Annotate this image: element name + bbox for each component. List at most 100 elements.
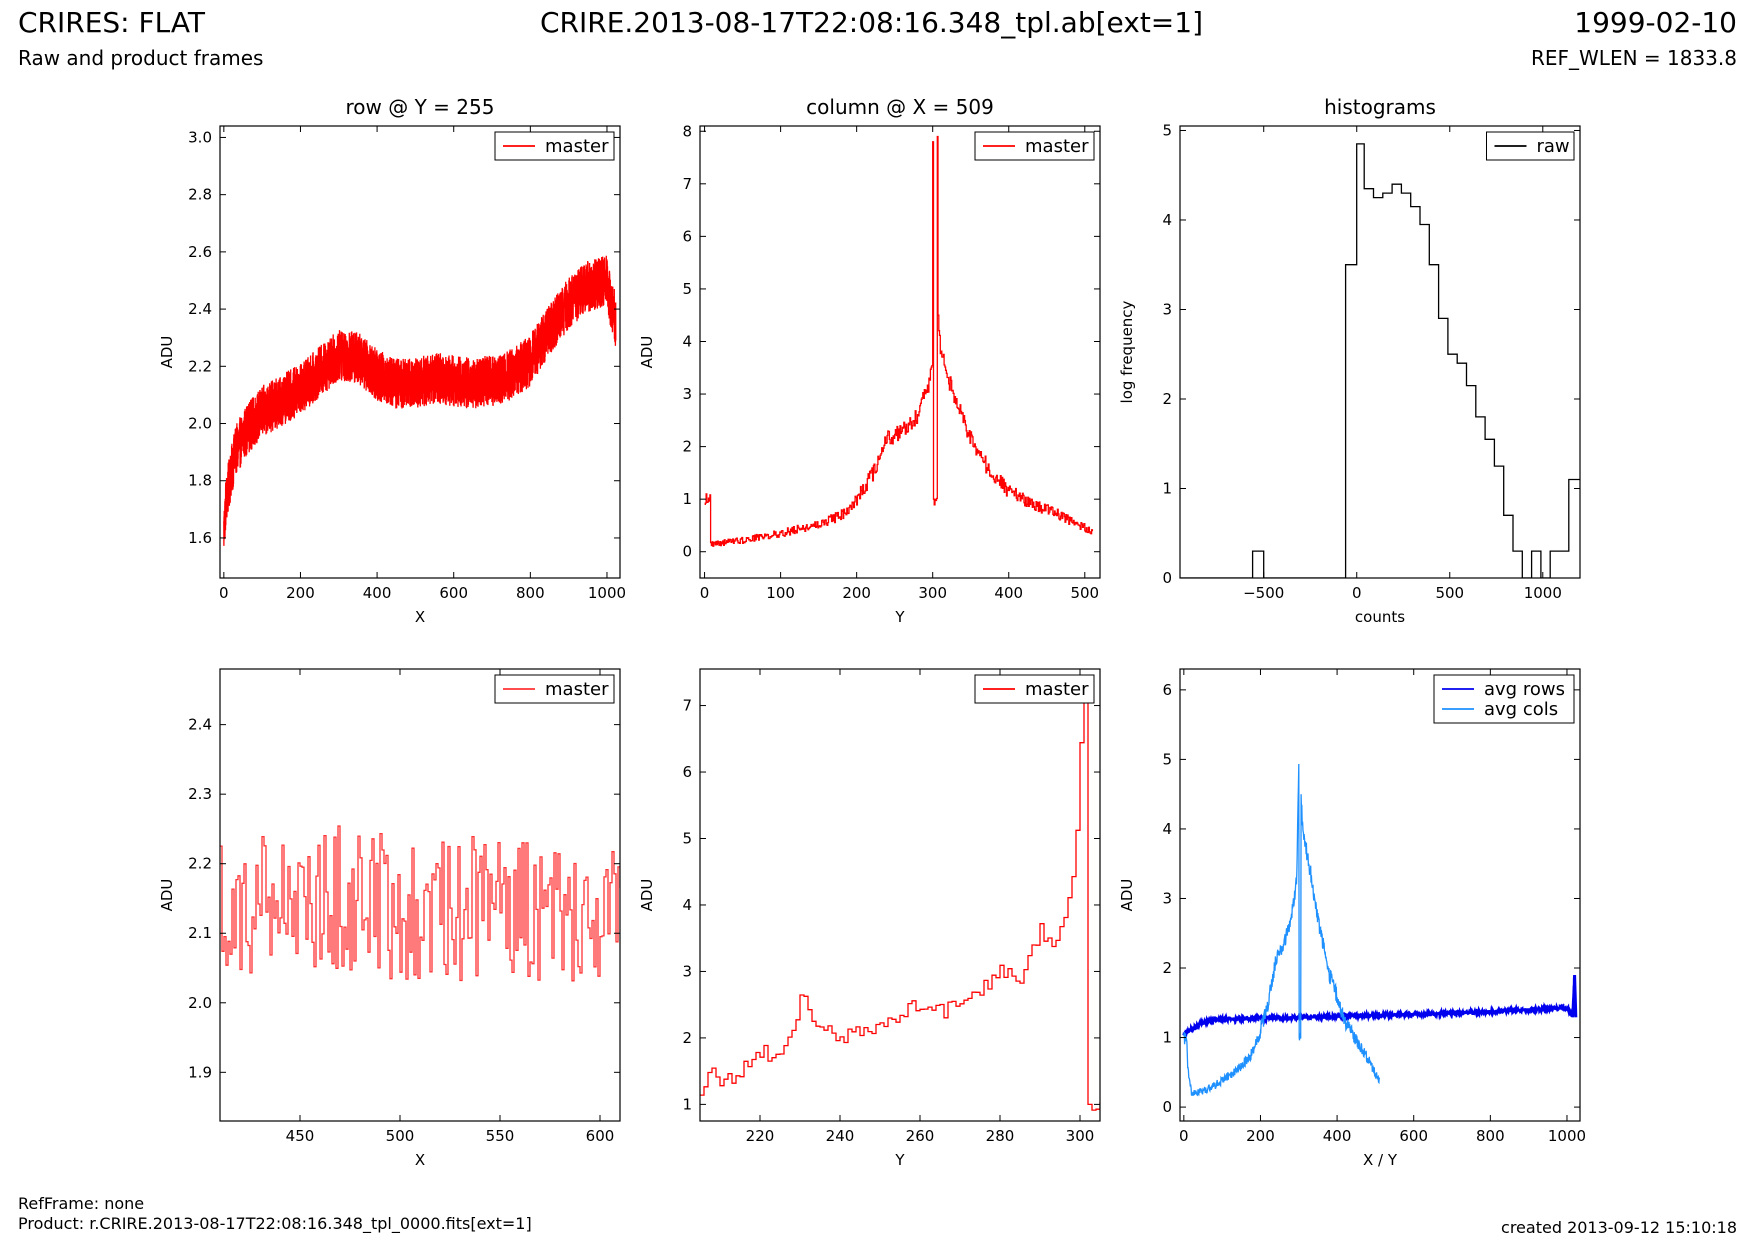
plot-frame [699,125,1101,579]
plot-frame [699,668,1101,1122]
x-tick-label: 0 [1179,1127,1189,1145]
chart-panel-3: histograms −500 0 500 1000 0 1 2 3 4 5 counts log fr… [1118,95,1581,626]
y-tick-label: 1 [1162,1029,1172,1047]
y-tick-label: 1 [682,490,692,508]
y-tick-label: 2 [682,1029,692,1047]
y-tick-label: 2 [1162,390,1172,408]
ref-frame-label: RefFrame: none [18,1194,145,1213]
y-tick-label: 2.8 [188,186,212,204]
y-tick-label: 5 [682,830,692,848]
report-subtitle: Raw and product frames [18,46,264,70]
y-tick-label: 5 [682,280,692,298]
legend: raw [1486,131,1575,161]
x-axis-label: Y [894,608,905,626]
y-axis-label: log frequency [1118,300,1136,403]
product-label: Product: r.CRIRE.2013-08-17T22:08:16.348… [18,1214,532,1233]
x-tick-label: 500 [1070,584,1099,602]
y-tick-label: 2 [682,438,692,456]
y-tick-label: 2.1 [188,924,212,942]
y-tick-label: 6 [682,227,692,245]
series-line-master [704,135,1094,547]
chart-panel-6: 0 200 400 600 800 1000 0 1 2 3 4 5 6 X / Y ADU avg rows… [1118,668,1586,1169]
x-tick-label: 220 [746,1127,775,1145]
x-tick-label: 280 [986,1127,1015,1145]
observation-date: 1999-02-10 [1574,6,1737,39]
chart-panel-4: 450 500 550 600 1.9 2.0 2.1 2.2 2.3 2.4 X ADU master [158,668,621,1169]
file-title: CRIRE.2013-08-17T22:08:16.348_tpl.ab[ext… [540,6,1204,39]
chart-title: histograms [1324,95,1436,119]
y-axis-label: ADU [1118,879,1136,912]
chart-panel-5: 220 240 260 280 300 1 2 3 4 5 6 7 Y ADU master [638,668,1101,1169]
y-tick-label: 1.8 [188,472,212,490]
y-tick-label: 2.4 [188,716,212,734]
chart-panel-1: row @ Y = 255 0 200 400 600 800 1000 1.6 1.8 2.0 2… [158,95,626,626]
x-tick-label: 400 [1323,1127,1352,1145]
series-line-avg-rows [1182,975,1578,1038]
y-tick-label: 4 [1162,820,1172,838]
x-axis-label: X [415,608,425,626]
series-line-raw [1180,143,1580,578]
y-tick-label: 2.2 [188,855,212,873]
legend: master [974,674,1095,704]
x-tick-label: 600 [1399,1127,1428,1145]
x-tick-label: 200 [286,584,315,602]
legend: master [494,674,615,704]
report-title: CRIRES: FLAT [18,6,205,39]
chart-title: column @ X = 509 [806,95,994,119]
y-tick-label: 3.0 [188,128,212,146]
series-line-avg-cols [1183,763,1381,1097]
legend-box [974,131,1095,161]
y-tick-label: 3 [1162,300,1172,318]
x-axis-label: counts [1355,608,1405,626]
x-tick-label: 200 [1246,1127,1275,1145]
y-axis-label: ADU [638,336,656,369]
x-tick-label: 600 [439,584,468,602]
x-tick-label: 800 [1476,1127,1505,1145]
y-tick-label: 7 [682,697,692,715]
y-tick-label: 1 [1162,479,1172,497]
x-tick-label: 1000 [1524,584,1562,602]
plot-frame [1179,668,1581,1122]
x-tick-label: 450 [286,1127,315,1145]
plot-frame [219,668,621,1122]
y-tick-label: 7 [682,175,692,193]
series-line-master [223,255,617,546]
y-tick-label: 4 [1162,211,1172,229]
y-tick-label: 4 [682,896,692,914]
x-axis-label: Y [894,1151,905,1169]
y-tick-label: 2.4 [188,300,212,318]
chart-panel-2: column @ X = 509 0 100 200 300 400 500 0 1 2 3 4 5 6 7… [638,95,1101,626]
y-tick-label: 3 [1162,889,1172,907]
x-tick-label: 800 [516,584,545,602]
y-tick-label: 0 [1162,569,1172,587]
y-tick-label: 4 [682,332,692,350]
y-tick-label: 1.6 [188,529,212,547]
x-tick-label: 200 [842,584,871,602]
y-axis-label: ADU [158,336,176,369]
x-tick-label: 550 [486,1127,515,1145]
y-tick-label: 5 [1162,750,1172,768]
y-tick-label: 3 [682,385,692,403]
y-tick-label: 2.3 [188,785,212,803]
y-tick-label: 8 [682,122,692,140]
x-tick-label: 260 [906,1127,935,1145]
x-tick-label: 0 [1352,584,1362,602]
x-tick-label: 0 [219,584,229,602]
legend-box [1433,674,1575,724]
x-axis-label: X / Y [1363,1151,1398,1169]
x-tick-label: 500 [1435,584,1464,602]
y-tick-label: 3 [682,962,692,980]
chart-title: row @ Y = 255 [346,95,495,119]
created-label: created 2013-09-12 15:10:18 [1501,1218,1737,1237]
x-tick-label: 300 [918,584,947,602]
x-axis-label: X [415,1151,425,1169]
legend: master [974,131,1095,161]
y-tick-label: 2.0 [188,415,212,433]
legend-label: master [545,679,609,700]
x-tick-label: 600 [586,1127,615,1145]
legend-label: avg rows [1484,679,1565,700]
legend-label: master [545,136,609,157]
x-tick-label: 240 [826,1127,855,1145]
